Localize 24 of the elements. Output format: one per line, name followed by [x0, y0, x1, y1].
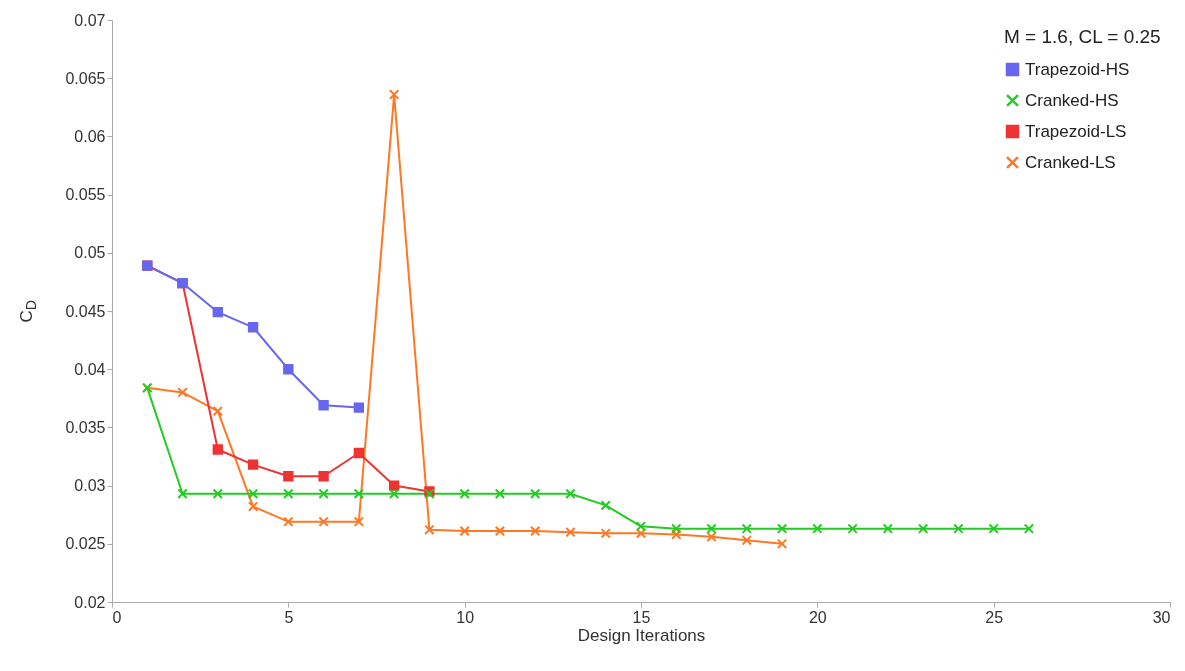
y-tick-label: 0.045: [65, 302, 106, 320]
y-tick-label: 0.04: [74, 360, 106, 378]
x-tick-label: 5: [284, 608, 294, 626]
x-tick-label: 30: [1152, 608, 1171, 626]
legend-label: Trapezoid-LS: [1025, 121, 1127, 141]
y-tick-label: 0.02: [74, 593, 106, 611]
legend-label: Cranked-HS: [1025, 90, 1119, 110]
y-tick-label: 0.025: [65, 535, 106, 553]
legend-label: Trapezoid-HS: [1025, 59, 1130, 79]
y-tick-label: 0.055: [65, 186, 106, 204]
x-tick-label: 0: [112, 608, 122, 626]
x-tick-label: 25: [985, 608, 1004, 626]
y-tick-label: 0.05: [74, 244, 106, 262]
y-tick-label: 0.03: [74, 477, 106, 495]
y-tick-label: 0.06: [74, 127, 106, 145]
y-tick-label: 0.035: [65, 418, 106, 436]
y-tick-label: 0.065: [65, 69, 106, 87]
x-tick-label: 20: [808, 608, 827, 626]
legend-title: M = 1.6, CL = 0.25: [1004, 26, 1161, 47]
legend-label: Cranked-LS: [1025, 152, 1116, 172]
y-tick-label: 0.07: [74, 11, 106, 29]
x-tick-label: 10: [456, 608, 475, 626]
x-tick-label: 15: [632, 608, 651, 626]
x-axis-title: Design Iterations: [577, 625, 706, 645]
